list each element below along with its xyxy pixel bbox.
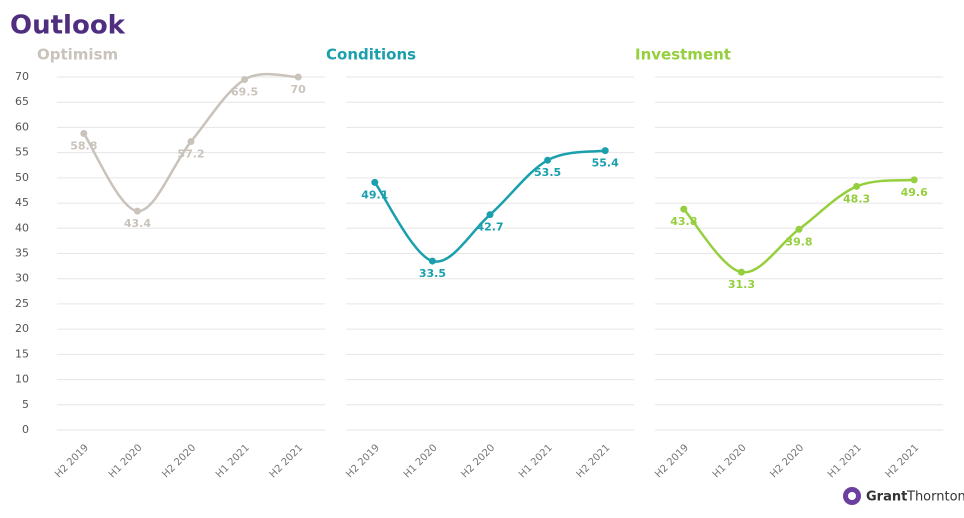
- y-tick-label: 55: [15, 146, 29, 159]
- y-tick-label: 40: [15, 221, 29, 234]
- x-tick-label: H2 2020: [160, 442, 198, 480]
- y-tick-label: 65: [15, 95, 29, 108]
- x-tick-label: H2 2021: [884, 442, 922, 480]
- point: [601, 147, 609, 155]
- data-label: 33.5: [419, 267, 446, 280]
- point: [795, 225, 803, 233]
- x-tick-label: H1 2021: [826, 442, 864, 480]
- logo-icon-inner: [848, 492, 856, 500]
- point: [241, 76, 249, 84]
- y-tick-label: 35: [15, 247, 29, 260]
- data-label: 48.3: [843, 192, 870, 205]
- x-tick-label: H2 2019: [344, 442, 382, 480]
- x-tick-label: H1 2021: [517, 442, 555, 480]
- point: [133, 207, 141, 215]
- y-tick-label: 10: [15, 373, 29, 386]
- line: [82, 72, 299, 213]
- data-label: 31.3: [728, 278, 755, 291]
- logo-light: Thornton: [906, 490, 964, 505]
- data-label: 43.4: [124, 217, 151, 230]
- x-tick-label: H2 2021: [575, 442, 613, 480]
- data-label: 49.1: [361, 188, 388, 201]
- line: [373, 149, 606, 263]
- y-tick-label: 15: [15, 347, 29, 360]
- data-label: 43.8: [670, 215, 697, 228]
- data-label: 70: [291, 83, 307, 96]
- x-tick-label: H1 2021: [214, 442, 252, 480]
- point: [910, 176, 918, 184]
- data-label: 57.2: [177, 148, 204, 161]
- x-tick-label: H1 2020: [711, 442, 749, 480]
- point: [544, 156, 552, 164]
- y-tick-label: 0: [22, 423, 29, 436]
- data-label: 69.5: [231, 86, 258, 99]
- x-tick-label: H2 2019: [53, 442, 91, 480]
- point: [371, 178, 379, 186]
- y-tick-label: 45: [15, 196, 29, 209]
- page-title: Outlook: [10, 11, 126, 41]
- y-tick-label: 50: [15, 171, 29, 184]
- y-tick-label: 30: [15, 272, 29, 285]
- x-tick-label: H1 2020: [107, 442, 145, 480]
- y-tick-label: 60: [15, 120, 29, 133]
- data-label: 49.6: [901, 186, 928, 199]
- point: [187, 138, 195, 146]
- point: [853, 182, 861, 190]
- x-tick-label: H2 2021: [268, 442, 306, 480]
- y-tick-label: 20: [15, 322, 29, 335]
- data-label: 55.4: [592, 157, 619, 170]
- data-label: 53.5: [534, 166, 561, 179]
- x-tick-label: H2 2020: [768, 442, 806, 480]
- x-tick-label: H2 2019: [653, 442, 691, 480]
- x-tick-label: H2 2020: [459, 442, 497, 480]
- data-label: 39.8: [785, 235, 812, 248]
- point: [80, 129, 88, 137]
- y-tick-label: 70: [15, 70, 29, 83]
- data-label: 58.8: [70, 139, 97, 152]
- point: [428, 257, 436, 265]
- x-tick-label: H1 2020: [402, 442, 440, 480]
- chart-title: Conditions: [326, 46, 416, 64]
- data-label: 42.7: [476, 221, 503, 234]
- point: [680, 205, 688, 213]
- logo-bold: Grant: [866, 490, 907, 505]
- point: [486, 211, 494, 219]
- point: [294, 73, 302, 81]
- y-tick-label: 25: [15, 297, 29, 310]
- chart-title: Optimism: [37, 46, 118, 64]
- y-tick-label: 5: [22, 398, 29, 411]
- chart-title: Investment: [635, 46, 731, 64]
- logo: Grant Thornton: [843, 487, 964, 505]
- point: [737, 268, 745, 276]
